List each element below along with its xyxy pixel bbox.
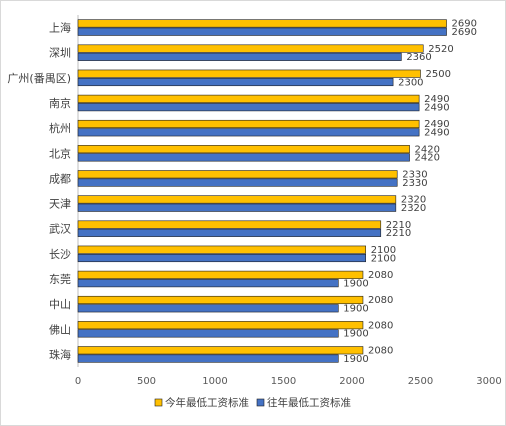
category-label: 广州(番禺区): [7, 72, 71, 85]
data-label: 2320: [401, 203, 426, 214]
bar-current-year: [77, 119, 420, 129]
data-label: 2080: [368, 320, 393, 331]
data-label: 1900: [343, 278, 368, 289]
bar-previous-year: [77, 203, 397, 212]
x-tick-label: 0: [75, 376, 81, 387]
x-tick-label: 3000: [476, 376, 501, 387]
data-label: 1900: [343, 329, 368, 340]
legend-swatch-current-year: [154, 398, 163, 407]
data-label: 2080: [368, 346, 393, 357]
data-label: 2420: [415, 144, 440, 155]
x-tick-label: 2500: [408, 376, 433, 387]
bar-previous-year: [77, 178, 398, 187]
legend-label-previous-year: 往年最低工资标准: [267, 396, 351, 409]
category-label: 珠海: [49, 347, 71, 361]
data-label: 2330: [402, 170, 427, 181]
x-tick-label: 2000: [339, 376, 364, 387]
data-label: 2300: [398, 77, 423, 88]
category-label: 东莞: [49, 273, 71, 286]
data-label: 1900: [343, 354, 368, 365]
data-label: 2360: [406, 52, 431, 63]
bar-previous-year: [77, 253, 367, 263]
x-tick-label: 500: [137, 376, 156, 387]
bar-current-year: [77, 94, 420, 103]
x-tick-label: 1500: [271, 376, 296, 387]
bar-previous-year: [77, 329, 339, 338]
bar-previous-year: [77, 228, 382, 237]
data-label: 2080: [368, 295, 393, 306]
bar-previous-year: [77, 128, 420, 137]
data-label: 2100: [371, 253, 396, 264]
data-label: 2690: [452, 19, 477, 30]
category-label: 北京: [49, 146, 71, 160]
legend-swatch-previous-year: [256, 398, 265, 407]
data-label: 2490: [424, 128, 449, 139]
category-label: 武汉: [49, 223, 71, 236]
bar-previous-year: [77, 279, 339, 288]
bar-current-year: [77, 44, 424, 53]
category-label: 上海: [49, 21, 71, 35]
bar-previous-year: [77, 52, 402, 61]
category-label: 南京: [49, 96, 71, 110]
bar-current-year: [77, 220, 382, 229]
category-label: 佛山: [49, 323, 71, 336]
legend-label-current-year: 今年最低工资标准: [165, 396, 249, 409]
data-label: 2490: [424, 94, 449, 105]
data-label: 2490: [424, 102, 449, 113]
data-label: 2490: [424, 119, 449, 130]
data-label: 2520: [428, 44, 453, 55]
bar-current-year: [77, 295, 364, 305]
bar-previous-year: [77, 103, 420, 112]
category-label: 杭州: [49, 121, 71, 135]
category-label: 长沙: [49, 248, 71, 261]
category-label: 天津: [49, 198, 71, 211]
data-label: 2690: [452, 27, 477, 38]
bar-previous-year: [77, 77, 394, 87]
bar-current-year: [77, 245, 367, 254]
bar-current-year: [77, 270, 364, 279]
bar-previous-year: [77, 304, 339, 313]
bar-current-year: [77, 321, 364, 330]
data-label: 2500: [426, 69, 451, 80]
bar-current-year: [77, 346, 364, 355]
bar-current-year: [77, 195, 397, 204]
bar-previous-year: [77, 153, 410, 162]
category-label: 深圳: [49, 47, 71, 60]
data-label: 2420: [415, 153, 440, 164]
x-tick-label: 1000: [202, 376, 227, 387]
bar-current-year: [77, 145, 410, 154]
bar-previous-year: [77, 27, 447, 36]
bar-current-year: [77, 69, 421, 78]
data-label: 2210: [386, 220, 411, 231]
data-label: 2080: [368, 270, 393, 281]
data-label: 1900: [343, 304, 368, 315]
data-label: 2100: [371, 245, 396, 256]
data-label: 2320: [401, 195, 426, 206]
bar-current-year: [77, 19, 447, 28]
category-label: 中山: [49, 298, 71, 311]
bar-previous-year: [77, 354, 339, 363]
bar-current-year: [77, 170, 398, 179]
category-label: 成都: [49, 172, 71, 185]
data-label: 2210: [386, 228, 411, 239]
data-label: 2330: [402, 178, 427, 189]
